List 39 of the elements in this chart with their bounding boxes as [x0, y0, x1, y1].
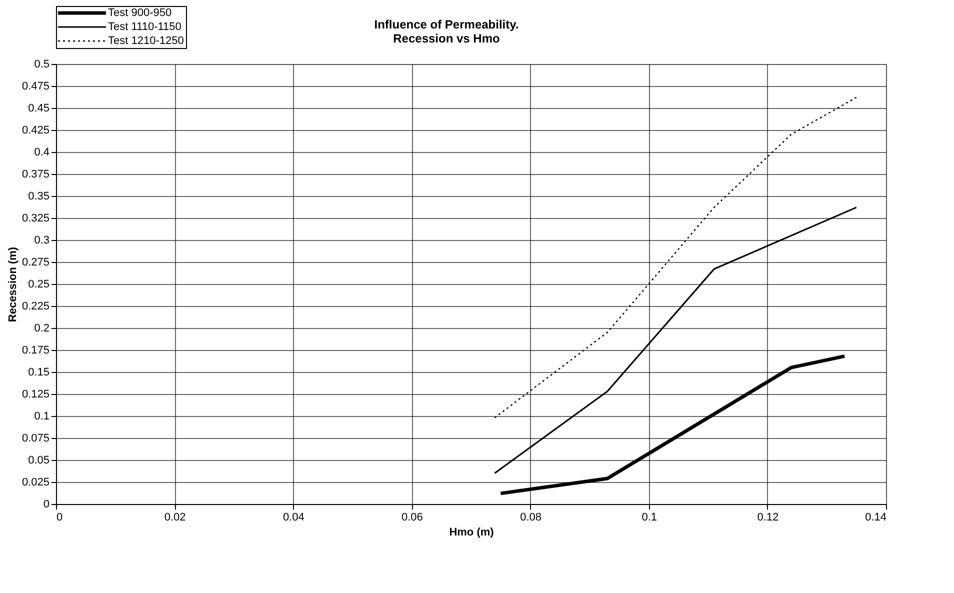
- legend-label: Test 1110-1150: [108, 21, 182, 33]
- x-tick-label: 0.14: [865, 512, 886, 524]
- x-tick-label: 0.12: [757, 512, 779, 524]
- y-tick-label: 0.025: [22, 476, 50, 488]
- y-tick-label: 0.4: [34, 146, 50, 158]
- y-tick-label: 0.125: [22, 388, 50, 400]
- line-series: [494, 206, 858, 474]
- y-axis-title: Recession (m): [6, 246, 19, 322]
- legend-label: Test 1210-1250: [108, 35, 184, 47]
- x-tick-label: 0.02: [164, 512, 186, 524]
- y-tick-label: 0.5: [34, 58, 50, 70]
- y-tick-label: 0.175: [22, 344, 50, 356]
- legend-label: Test 900-950: [108, 7, 172, 19]
- y-tick-label: 0.475: [22, 80, 50, 92]
- y-tick-label: 0.3: [34, 234, 50, 246]
- y-tick-label: 0.05: [28, 454, 50, 466]
- x-tick-label: 0.06: [402, 512, 423, 524]
- y-tick-label: 0.425: [22, 124, 50, 136]
- y-tick-label: 0.45: [28, 102, 50, 114]
- y-tick-label: 0.275: [22, 256, 50, 268]
- x-tick-label: 0.04: [282, 512, 304, 524]
- y-tick-label: 0.075: [22, 432, 50, 444]
- text: Influence of Permeability.: [374, 18, 519, 32]
- y-tick-label: 0.15: [28, 366, 50, 378]
- line-series: [498, 354, 846, 496]
- y-tick-label: 0: [43, 498, 50, 510]
- y-tick-label: 0.35: [28, 190, 50, 202]
- line-series: [494, 96, 857, 418]
- y-tick-label: 0.225: [22, 300, 50, 312]
- x-tick-label: 0.1: [642, 512, 658, 524]
- y-tick-label: 0.2: [34, 322, 50, 334]
- y-tick-label: 0.375: [22, 168, 50, 180]
- y-tick-label: 0.325: [22, 212, 50, 224]
- x-tick-label: 0.08: [520, 512, 542, 524]
- y-tick-label: 0.25: [28, 278, 50, 290]
- x-axis-title: Hmo (m): [449, 526, 494, 538]
- x-tick-label: 0: [56, 512, 63, 524]
- text: Recession vs Hmo: [393, 32, 500, 46]
- y-tick-label: 0.1: [34, 410, 50, 422]
